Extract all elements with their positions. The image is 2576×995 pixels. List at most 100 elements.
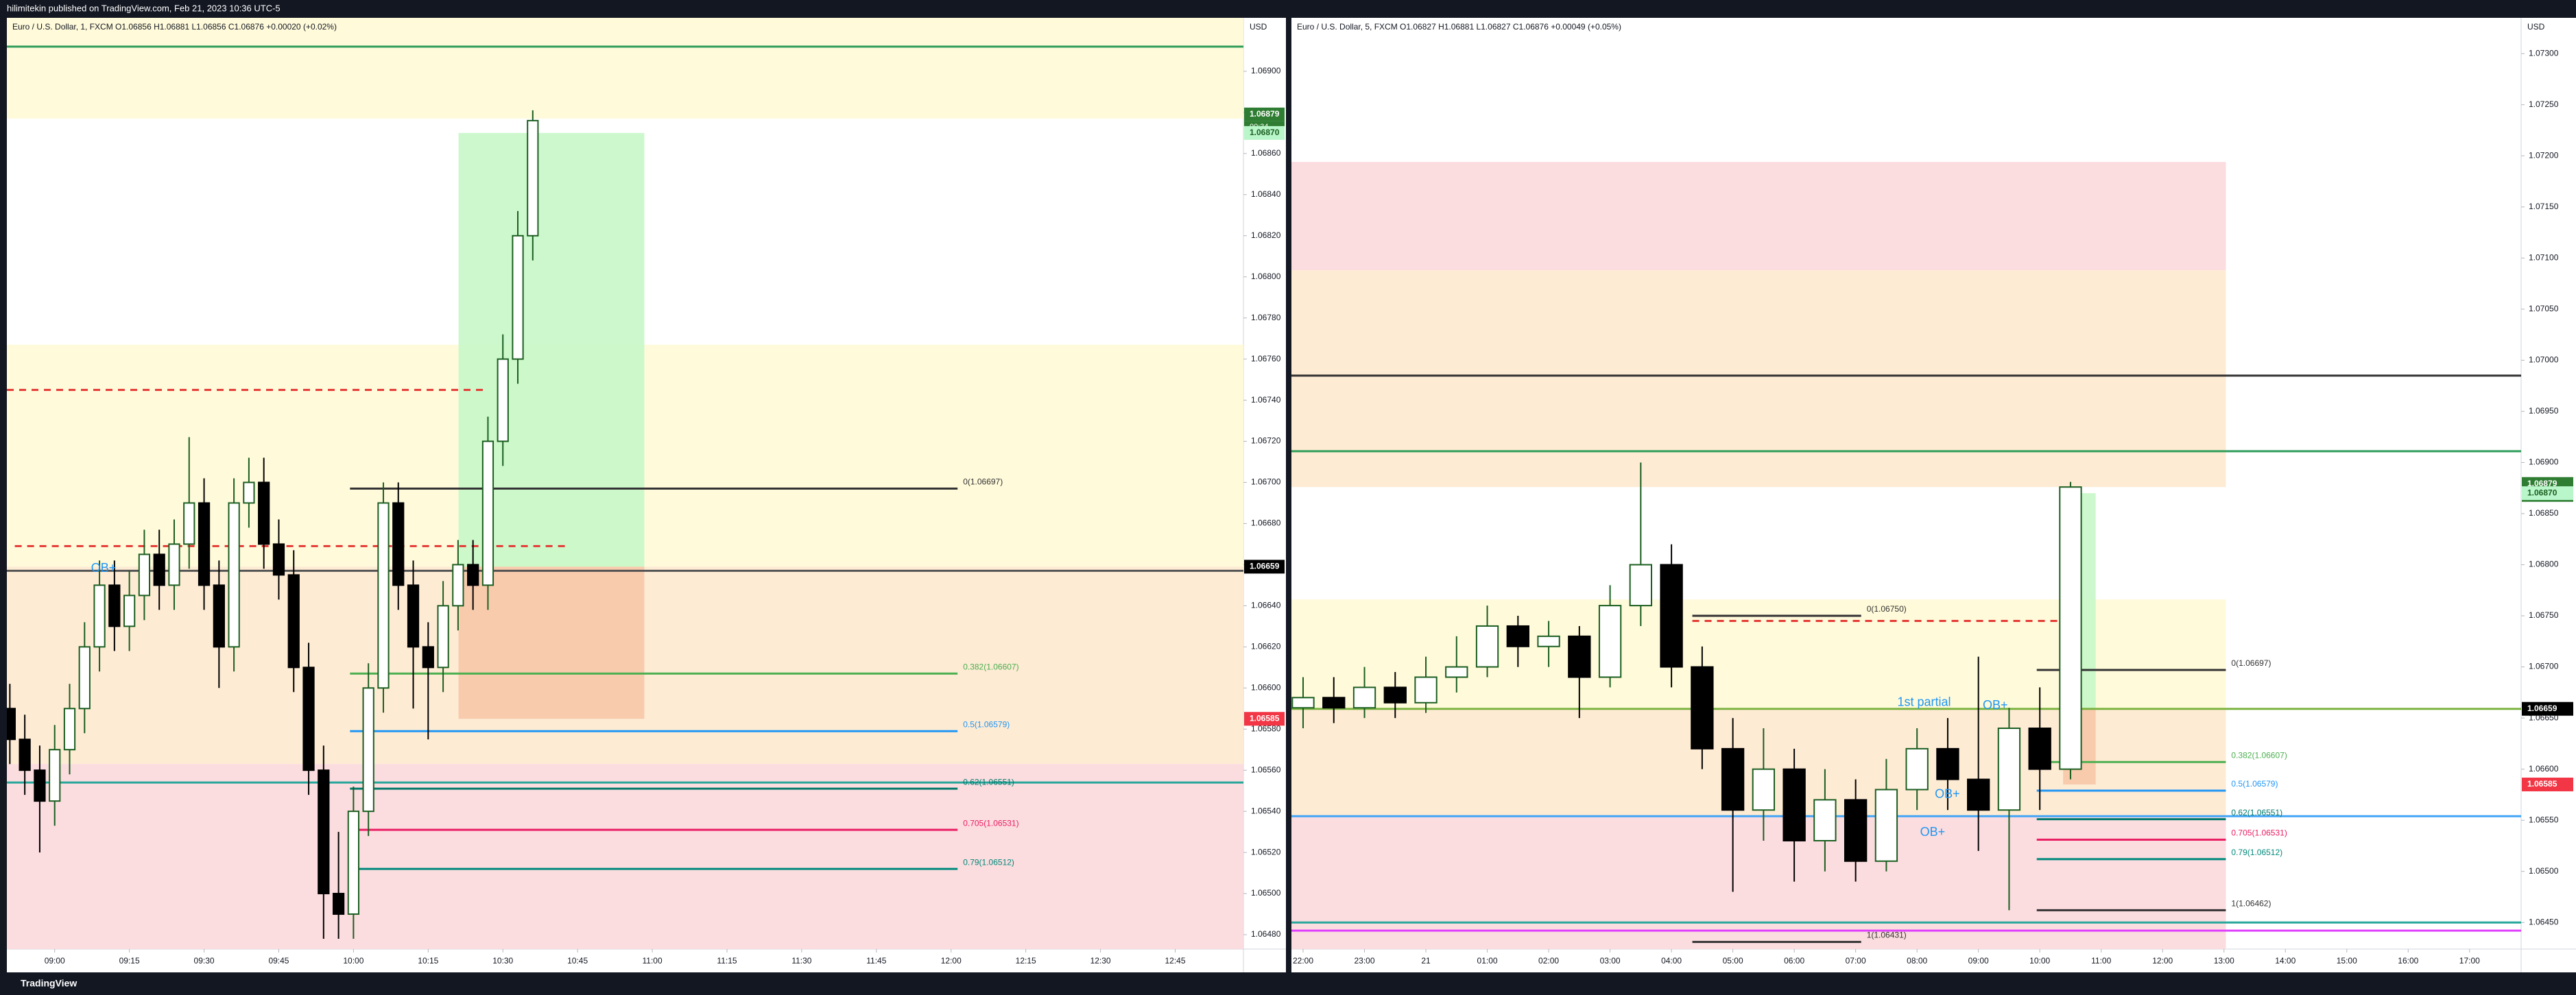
price-tag-label: 1.06879 xyxy=(1250,109,1280,119)
header-text: hilimitekin published on TradingView.com… xyxy=(7,3,281,13)
x-tick-label: 01:00 xyxy=(1477,956,1498,966)
candle-body xyxy=(332,893,345,915)
price-tag xyxy=(1244,125,1285,140)
candle-body xyxy=(228,502,240,648)
price-tag xyxy=(1244,107,1285,121)
fib-label: 0.79(1.06512) xyxy=(963,857,1014,867)
candle-body xyxy=(213,584,225,648)
candle-body xyxy=(7,708,16,741)
candle-body xyxy=(1291,697,1315,709)
y-tick-label: 1.06520 xyxy=(1251,847,1281,856)
x-tick-label: 05:00 xyxy=(1723,956,1743,966)
y-tick-label: 1.06620 xyxy=(1251,641,1281,651)
fib-label: 0(1.06697) xyxy=(963,477,1003,487)
fib-label: 0.79(1.06512) xyxy=(2231,848,2282,857)
annotation: OB+ xyxy=(1983,698,2008,712)
candle-body xyxy=(512,235,524,360)
price-tag-label: 1.06659 xyxy=(1250,562,1280,571)
candle-body xyxy=(422,646,434,669)
y-tick-label: 1.06720 xyxy=(1251,436,1281,446)
x-tick-label: 15:00 xyxy=(2337,956,2357,966)
candle-body xyxy=(452,564,464,607)
candle-body xyxy=(1782,768,1806,841)
y-tick-label: 1.06820 xyxy=(1251,230,1281,240)
y-tick-label: 1.06740 xyxy=(1251,395,1281,405)
annotation: OB+ xyxy=(1935,787,1960,801)
x-tick-label: 06:00 xyxy=(1784,956,1804,966)
candle-body xyxy=(1629,564,1653,607)
candle-body xyxy=(1844,799,1868,862)
price-tag-label: 1.06879 xyxy=(2527,479,2557,488)
x-tick-label: 07:00 xyxy=(1846,956,1866,966)
price-tag-label: 1.06585 xyxy=(2527,779,2557,789)
x-tick-label: 10:30 xyxy=(492,956,513,966)
y-tick-label: 1.06800 xyxy=(1251,272,1281,281)
candle-body xyxy=(93,584,106,648)
x-tick-label: 10:15 xyxy=(418,956,438,966)
candle-body xyxy=(1691,666,1714,750)
x-tick-label: 09:30 xyxy=(194,956,215,966)
candle-body xyxy=(1936,747,1959,780)
candle-body xyxy=(1568,635,1591,678)
x-tick-label: 09:15 xyxy=(119,956,140,966)
candle-body xyxy=(1752,768,1776,811)
candle-body xyxy=(272,543,285,576)
y-tick-label: 1.06560 xyxy=(1251,765,1281,774)
fib-label: 0(1.06697) xyxy=(2231,658,2271,668)
candle-body xyxy=(123,595,136,627)
annotation: OB+ xyxy=(1920,825,1946,839)
y-tick-label: 1.06550 xyxy=(2529,815,2559,824)
fib-label: 0(1.06750) xyxy=(1867,604,1907,614)
x-tick-label: 12:00 xyxy=(941,956,962,966)
y-tick-label: 1.06750 xyxy=(2529,610,2559,620)
y-tick-label: 1.06640 xyxy=(1251,601,1281,610)
x-tick-label: 11:00 xyxy=(643,956,663,966)
x-tick-label: 11:15 xyxy=(717,956,737,966)
x-tick-label: 04:00 xyxy=(1661,956,1682,966)
x-tick-label: 16:00 xyxy=(2398,956,2418,966)
footer-logo: TradingView xyxy=(21,978,77,989)
x-tick-label: 10:00 xyxy=(2029,956,2050,966)
candle-body xyxy=(1475,625,1499,668)
candle-body xyxy=(527,119,539,237)
x-tick-label: 10:00 xyxy=(343,956,363,966)
candle-body xyxy=(287,574,300,669)
candle-body xyxy=(467,564,479,586)
price-tag-label: 1.06659 xyxy=(2527,704,2557,713)
candle-body xyxy=(243,481,255,504)
fib-label: 0.5(1.06579) xyxy=(2231,779,2278,789)
fib-label: 0.5(1.06579) xyxy=(963,719,1010,729)
x-tick-label: 09:45 xyxy=(268,956,289,966)
candle-body xyxy=(153,553,165,586)
x-tick-label: 10:45 xyxy=(567,956,588,966)
candle-body xyxy=(1322,697,1346,709)
y-tick-label: 1.06480 xyxy=(1251,929,1281,939)
x-tick-label: 11:45 xyxy=(866,956,886,966)
currency-label: USD xyxy=(1250,22,1267,32)
price-tag xyxy=(1244,560,1285,574)
candle-body xyxy=(2059,486,2082,770)
candle-body xyxy=(1537,635,1560,647)
candle-body xyxy=(1352,686,1376,709)
fib-label: 0.705(1.06531) xyxy=(2231,828,2287,838)
y-tick-label: 1.06900 xyxy=(2529,457,2559,467)
x-tick-label: 08:00 xyxy=(1907,956,1927,966)
candle-body xyxy=(198,502,211,586)
y-tick-label: 1.06700 xyxy=(2529,662,2559,671)
price-tag-label: 1.06870 xyxy=(2527,488,2557,497)
candle-body xyxy=(138,553,151,597)
y-tick-label: 1.07250 xyxy=(2529,99,2559,109)
chart-title: Euro / U.S. Dollar, 5, FXCM O1.06827 H1.… xyxy=(1297,22,1621,32)
candle-body xyxy=(1874,789,1898,862)
x-tick-label: 17:00 xyxy=(2459,956,2480,966)
y-tick-label: 1.06500 xyxy=(1251,888,1281,898)
y-tick-label: 1.06840 xyxy=(1251,189,1281,199)
candle-body xyxy=(1813,799,1837,841)
x-tick-label: 03:00 xyxy=(1600,956,1621,966)
y-tick-label: 1.07100 xyxy=(2529,252,2559,262)
candle-body xyxy=(2028,728,2051,770)
candle-body xyxy=(34,769,46,802)
y-tick-label: 1.06850 xyxy=(2529,508,2559,518)
fib-label: 0.382(1.06607) xyxy=(2231,750,2287,760)
